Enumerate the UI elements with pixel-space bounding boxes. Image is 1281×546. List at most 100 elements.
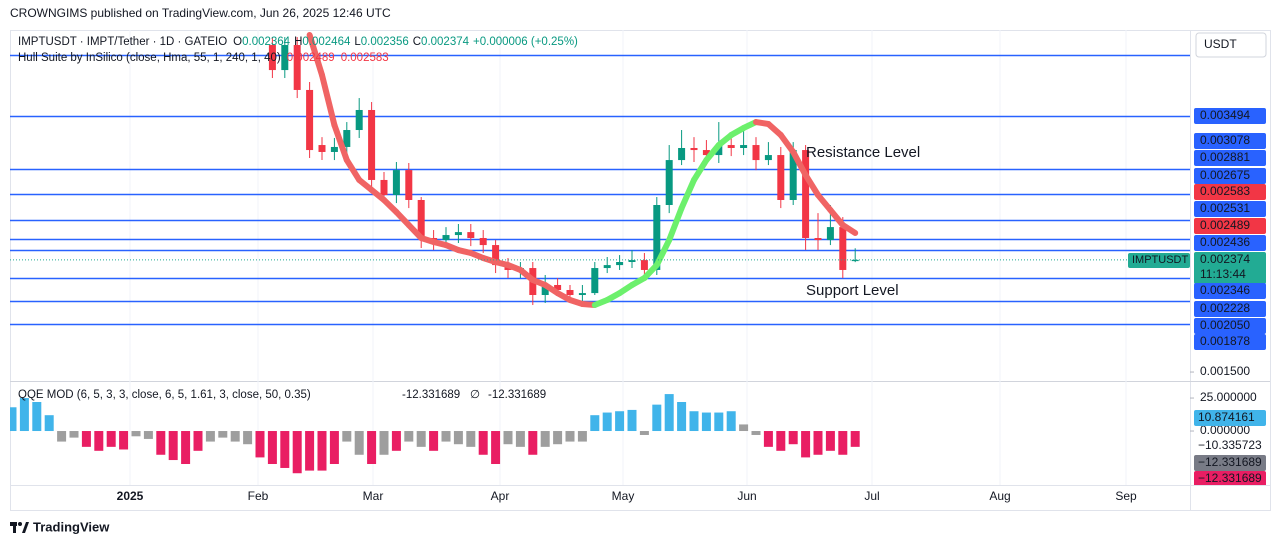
currency-label[interactable]: USDT <box>1204 37 1237 51</box>
price-label: 0.002374 <box>1200 252 1250 266</box>
candle-body <box>628 260 636 263</box>
y-tick-label: 0.001500 <box>1200 364 1250 378</box>
qqe-bar <box>813 431 823 455</box>
candle-body <box>777 155 785 200</box>
price-label-box <box>1194 283 1266 299</box>
price-label: 0.002881 <box>1200 150 1250 164</box>
qqe-legend-value: -12.331689 <box>402 389 460 401</box>
hull-segment <box>691 157 710 183</box>
qqe-bar <box>478 431 488 455</box>
price-label: 0.002050 <box>1200 318 1250 332</box>
qqe-bar <box>850 431 860 447</box>
price-axis: 0.001500 0.003494 0.003078 0.002881 0.002675… <box>1190 108 1266 485</box>
symbol-tag-box <box>1128 253 1190 268</box>
qqe-tick-label: 25.000000 <box>1200 390 1257 404</box>
qqe-bar <box>168 431 178 461</box>
qqe-label: −12.331689 <box>1198 455 1262 469</box>
qqe-bar <box>57 431 67 442</box>
qqe-bar <box>379 431 389 455</box>
qqe-bar <box>739 424 749 432</box>
price-label: 0.003078 <box>1200 133 1250 147</box>
candle-body <box>343 130 351 147</box>
publisher-header: CROWNGIMS published on TradingView.com, … <box>10 6 391 20</box>
candle-body <box>740 145 748 148</box>
x-tick-label: May <box>612 489 635 503</box>
qqe-bar <box>305 431 315 471</box>
candle-body <box>653 205 661 270</box>
candle-body <box>826 227 834 241</box>
hull-segment <box>319 72 338 129</box>
price-label-box <box>1194 252 1266 284</box>
price-label-box <box>1194 108 1266 124</box>
qqe-bar <box>119 431 129 450</box>
h-label: H <box>294 36 302 48</box>
candle-body <box>616 262 624 266</box>
qqe-bar <box>776 431 786 451</box>
qqe-label-box <box>1194 410 1266 426</box>
footer-brand: TradingView <box>33 519 110 534</box>
qqe-bar <box>131 431 141 437</box>
candle-body <box>281 45 289 71</box>
candle-body <box>541 284 549 296</box>
qqe-bar <box>491 431 501 465</box>
qqe-bar <box>801 431 811 458</box>
candle-body <box>640 260 648 270</box>
hull-segment <box>815 191 834 214</box>
qqe-bar <box>342 431 352 442</box>
qqe-bar <box>540 431 550 447</box>
qqe-label-box <box>1194 471 1266 485</box>
logo-shape <box>13 522 16 533</box>
candle-body <box>392 170 400 195</box>
hull-segment <box>802 172 821 198</box>
qqe-bar <box>441 431 451 442</box>
qqe-bar <box>156 431 166 455</box>
qqe-legend-value: -12.331689 <box>488 389 546 401</box>
candle-body <box>678 147 686 161</box>
qqe-bar <box>565 431 575 442</box>
qqe-label-box <box>1194 455 1266 471</box>
candle-body <box>566 289 574 296</box>
price-label: 0.002583 <box>1200 184 1250 198</box>
qqe-bar <box>838 431 848 455</box>
qqe-bar <box>404 431 414 442</box>
price-label: 0.002436 <box>1200 235 1250 249</box>
price-label-box <box>1194 184 1266 200</box>
qqe-bar <box>788 431 798 445</box>
qqe-bar <box>44 415 54 432</box>
hull-segment <box>678 176 697 212</box>
price-label-box <box>1194 218 1266 234</box>
candle-body <box>293 45 301 90</box>
qqe-bar <box>19 398 29 432</box>
candle-body <box>492 245 500 266</box>
logo-shape <box>22 522 29 533</box>
grid <box>129 30 1127 485</box>
change: +0.000006 (+0.25%) <box>473 36 578 48</box>
qqe-bar <box>689 411 699 432</box>
candle-body <box>368 109 376 180</box>
qqe-bar <box>230 431 240 442</box>
qqe-bar <box>317 431 327 471</box>
candle-body <box>454 232 462 236</box>
qqe-bar <box>503 431 513 445</box>
qqe-bar <box>243 431 253 445</box>
qqe-bar <box>677 401 687 432</box>
hull-segment <box>827 207 846 229</box>
qqe-bar <box>193 431 203 451</box>
candle-body <box>268 45 276 71</box>
candle-body <box>405 170 413 200</box>
candle-body <box>715 145 723 156</box>
qqe-bar <box>10 407 17 432</box>
currency-button[interactable] <box>1195 32 1267 58</box>
price-label: 0.002489 <box>1200 218 1250 232</box>
qqe-pane <box>10 394 860 474</box>
candle-body <box>355 109 363 131</box>
price-label-box <box>1194 150 1266 166</box>
candle-body <box>467 232 475 238</box>
tradingview-logo: TradingView <box>10 519 110 534</box>
hull-segment <box>666 205 685 244</box>
candle-body <box>814 237 822 241</box>
qqe-bar <box>553 431 563 445</box>
qqe-bar <box>615 411 625 432</box>
